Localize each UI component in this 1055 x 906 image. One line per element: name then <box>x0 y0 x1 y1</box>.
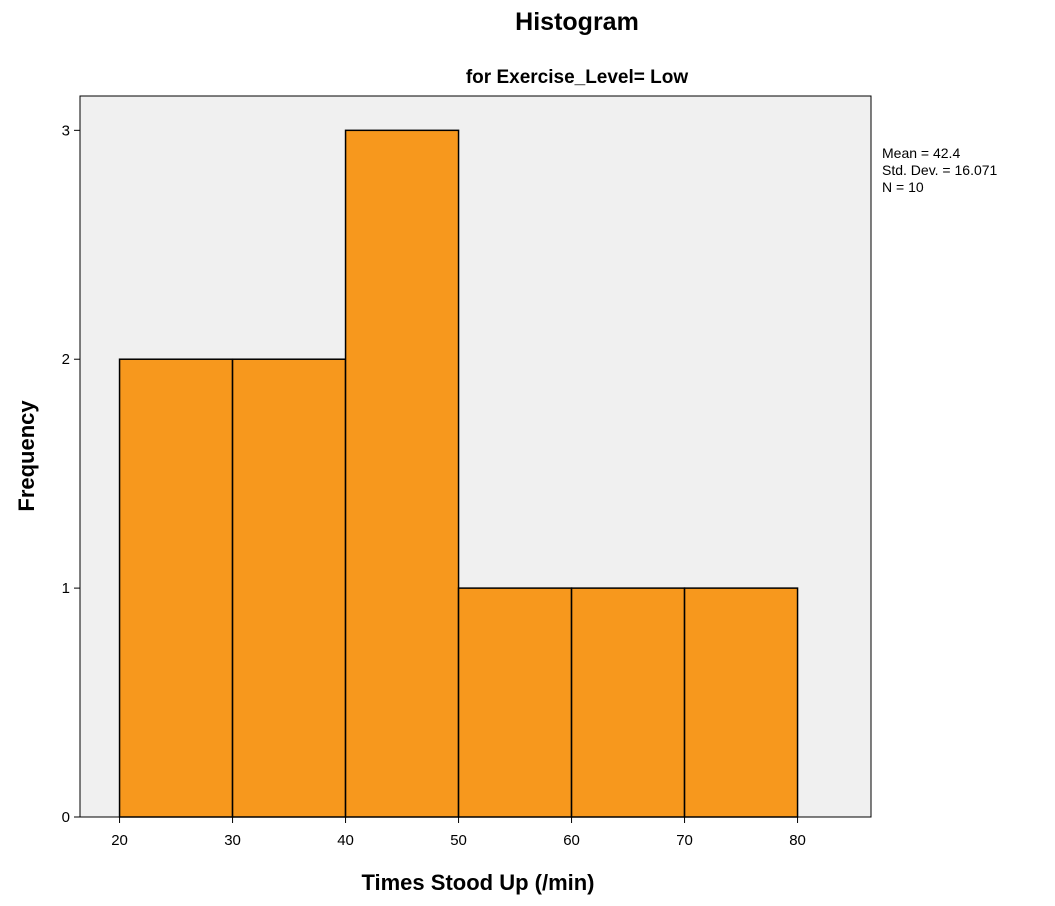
histogram-bar-30-40 <box>231 358 347 818</box>
y-tick-label: 0 <box>62 809 70 826</box>
chart-title: Histogram <box>515 8 639 36</box>
x-tick-label: 20 <box>111 832 128 849</box>
stats-n: N = 10 <box>882 179 924 195</box>
histogram-bar-60-70 <box>570 587 686 818</box>
y-tick-label: 1 <box>62 580 70 597</box>
x-axis-ticks: 20 30 40 50 60 70 80 <box>111 817 806 849</box>
histogram-bar-70-80 <box>683 587 799 818</box>
stats-std-dev: Std. Dev. = 16.071 <box>882 162 998 178</box>
chart-subtitle: for Exercise_Level= Low <box>466 67 689 88</box>
stats-mean: Mean = 42.4 <box>882 145 960 161</box>
x-tick-label: 40 <box>337 832 354 849</box>
x-tick-label: 80 <box>789 832 806 849</box>
histogram-bar-20-30 <box>118 358 234 818</box>
x-axis-title: Times Stood Up (/min) <box>361 870 594 895</box>
y-axis-title: Frequency <box>14 400 39 512</box>
x-tick-label: 70 <box>676 832 693 849</box>
y-axis-ticks: 0 1 2 3 <box>62 122 80 826</box>
y-tick-label: 3 <box>62 122 70 139</box>
histogram-bars <box>118 129 799 818</box>
x-tick-label: 50 <box>450 832 467 849</box>
histogram-bar-50-60 <box>457 587 573 818</box>
stats-panel: Mean = 42.4 Std. Dev. = 16.071 N = 10 <box>882 145 998 195</box>
x-tick-label: 60 <box>563 832 580 849</box>
y-tick-label: 2 <box>62 351 70 368</box>
histogram-bar-40-50 <box>344 129 460 818</box>
x-tick-label: 30 <box>224 832 241 849</box>
